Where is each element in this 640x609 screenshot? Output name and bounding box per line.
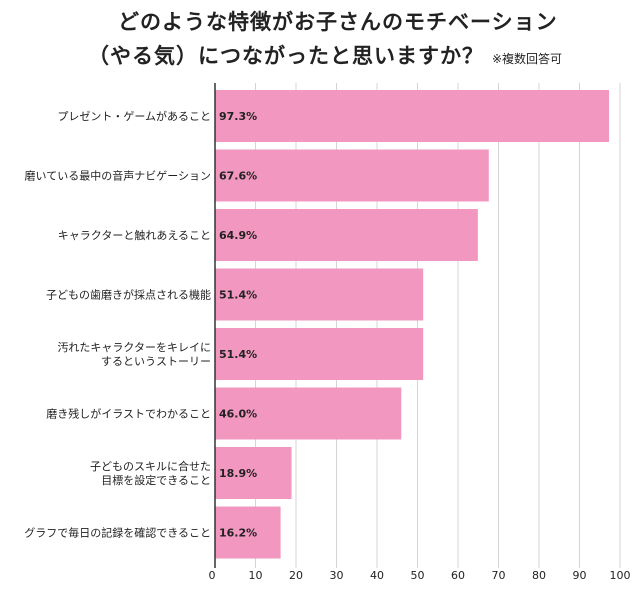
category-label-3: キャラクターと触れあえること	[58, 228, 211, 242]
bar-5	[215, 328, 424, 380]
bar-2	[215, 149, 489, 202]
category-label-2: 磨いている最中の音声ナビゲーション	[25, 169, 211, 183]
category-label-7-line-2: 目標を設定できること	[101, 473, 211, 487]
value-label-6: 46.0%	[219, 408, 257, 421]
value-label-8: 16.2%	[219, 527, 257, 540]
title-line-2: （やる気）につながったと思いますか？ ※複数回答可	[88, 40, 562, 70]
bar-6	[215, 387, 402, 440]
x-tick-label-50: 50	[411, 569, 425, 582]
x-tick-label-40: 40	[370, 569, 384, 582]
category-label-8: グラフで毎日の記録を確認できること	[24, 526, 211, 540]
value-label-2: 67.6%	[219, 170, 257, 183]
title-line-1: どのような特徴がお子さんのモチベーション	[118, 10, 558, 34]
value-label-4: 51.4%	[219, 289, 257, 302]
bar-8	[215, 506, 281, 559]
title-note: ※複数回答可	[492, 52, 563, 66]
x-tick-label-70: 70	[492, 569, 506, 582]
x-tick-label-20: 20	[289, 569, 303, 582]
x-tick-label-80: 80	[532, 569, 546, 582]
value-label-3: 64.9%	[219, 229, 257, 242]
x-tick-label-60: 60	[451, 569, 465, 582]
category-label-6: 磨き残しがイラストでわかること	[46, 407, 211, 421]
category-label-1: プレゼント・ゲームがあること	[57, 109, 211, 123]
bar-1	[215, 90, 610, 142]
category-label-4: 子どもの歯磨きが採点される機能	[46, 288, 211, 302]
x-tick-label-0: 0	[209, 569, 216, 582]
value-label-7: 18.9%	[219, 467, 257, 480]
value-label-5: 51.4%	[219, 348, 257, 361]
bar-4	[215, 268, 424, 321]
x-tick-label-90: 90	[573, 569, 587, 582]
value-label-1: 97.3%	[219, 110, 257, 123]
x-tick-label-100: 100	[610, 569, 631, 582]
category-label-5-line-2: するというストーリー	[101, 355, 211, 368]
bar-7	[215, 447, 292, 499]
category-label-5-line-1: 汚れたキャラクターをキレイに	[57, 341, 211, 354]
title-line-2-text: （やる気）につながったと思いますか？	[88, 44, 484, 68]
chart-title: どのような特徴がお子さんのモチベーション （やる気）につながったと思いますか？ ※…	[0, 0, 640, 80]
bar-3	[215, 209, 478, 261]
category-label-7-line-1: 子どものスキルに合せた	[90, 459, 211, 473]
x-tick-label-10: 10	[249, 569, 263, 582]
x-tick-label-30: 30	[330, 569, 344, 582]
